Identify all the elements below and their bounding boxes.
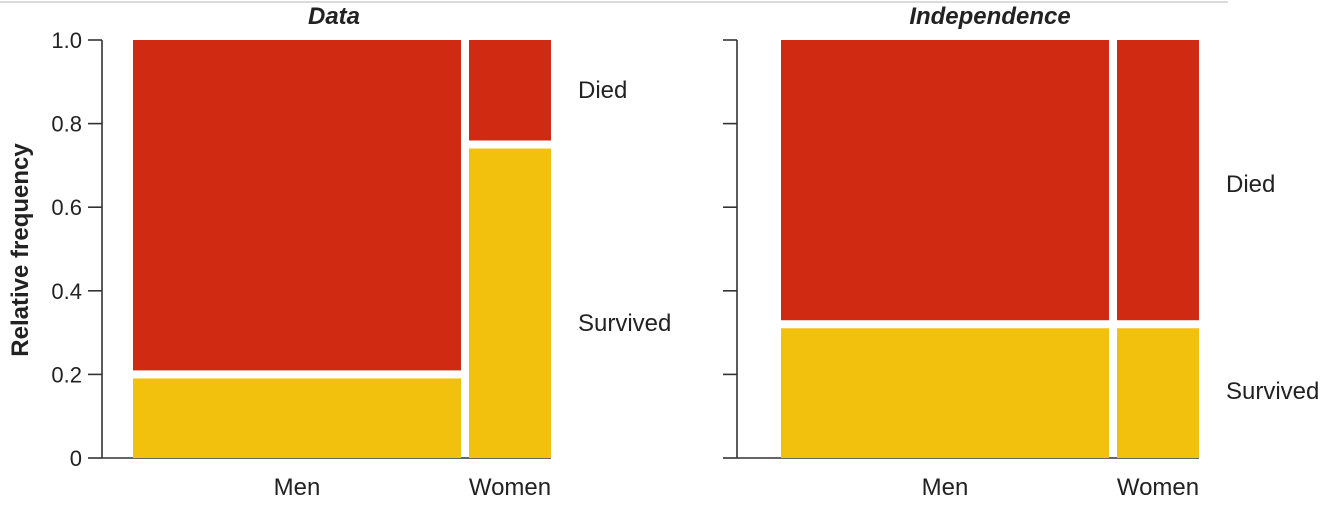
y-tick-label: 0.4 bbox=[51, 279, 82, 304]
mosaic-cell-men-died bbox=[781, 40, 1109, 321]
y-tick-label: 0.2 bbox=[51, 362, 82, 387]
x-category-label: Men bbox=[274, 474, 321, 501]
segment-label-died: Died bbox=[1226, 171, 1275, 198]
segment-label-survived: Survived bbox=[1226, 378, 1319, 405]
y-tick-label: 1.0 bbox=[51, 28, 82, 53]
mosaic-cell-men-survived bbox=[133, 378, 461, 458]
x-category-label: Men bbox=[922, 474, 969, 501]
y-tick-label: 0.8 bbox=[51, 112, 82, 137]
y-axis-label: Relative frequency bbox=[7, 143, 34, 357]
segment-label-survived: Survived bbox=[578, 310, 671, 337]
mosaic-cell-women-died bbox=[1117, 40, 1199, 321]
y-tick-label: 0 bbox=[70, 446, 82, 471]
x-category-label: Women bbox=[1117, 474, 1199, 501]
panel-title-data: Data bbox=[308, 3, 360, 30]
x-category-label: Women bbox=[469, 474, 551, 501]
mosaic-cell-women-died bbox=[469, 40, 551, 141]
panel-independence: Independence Men Women Survived Died bbox=[723, 3, 1319, 501]
mosaic-cell-men-died bbox=[133, 40, 461, 371]
y-tick-label: 0.6 bbox=[51, 195, 82, 220]
mosaic-cell-men-survived bbox=[781, 328, 1109, 458]
mosaic-cell-women-survived bbox=[469, 148, 551, 458]
panel-title-independence: Independence bbox=[909, 3, 1070, 30]
panel-data: Data 0 0.2 0.4 0.6 0.8 1.0 Men Women Survived Die… bbox=[51, 3, 671, 501]
segment-label-died: Died bbox=[578, 77, 627, 104]
mosaic-cell-women-survived bbox=[1117, 328, 1199, 458]
